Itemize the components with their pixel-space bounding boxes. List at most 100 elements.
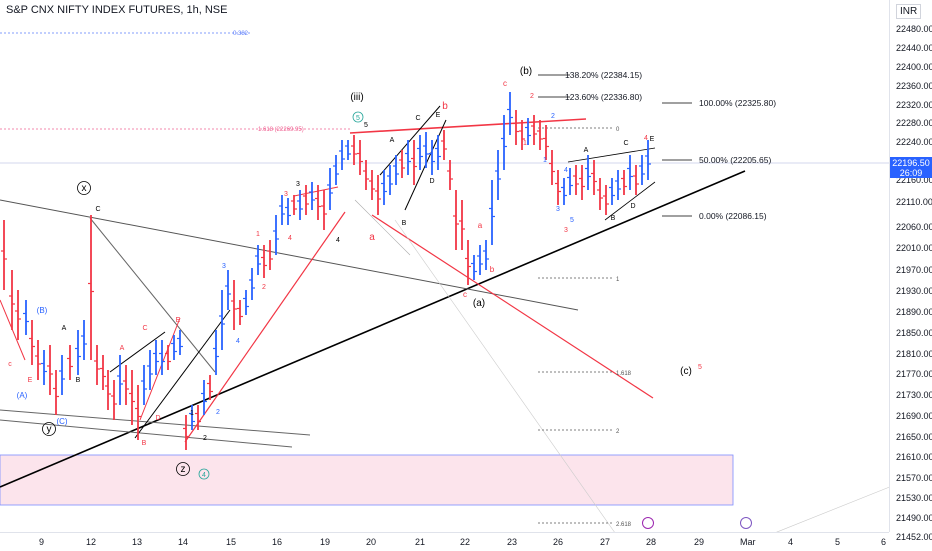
wave-label: A xyxy=(62,325,67,332)
wave-label: A xyxy=(584,147,589,154)
wave-label: (a) xyxy=(473,298,485,309)
y-tick-label: 21850.00 xyxy=(896,328,932,338)
wave-label: A xyxy=(390,137,395,144)
wave-label: B xyxy=(142,440,147,447)
y-tick-label: 22360.00 xyxy=(896,81,932,91)
wave-label: C xyxy=(415,115,420,122)
wave-label: c xyxy=(8,361,12,368)
wave-label: 4 xyxy=(288,235,292,242)
y-tick-label: 22480.00 xyxy=(896,24,932,34)
ext-label: 1 xyxy=(616,277,620,283)
x-tick-label: 27 xyxy=(600,537,611,547)
support-zone xyxy=(0,454,734,506)
wave-label: E xyxy=(436,112,441,119)
wave-label: c xyxy=(463,290,467,299)
wave-label: 5 xyxy=(364,122,368,129)
fib-label: 0.00% (22086.15) xyxy=(699,211,767,221)
y-tick-label: 21490.00 xyxy=(896,513,932,523)
wave-label: D xyxy=(630,203,635,210)
event-icon xyxy=(740,517,752,529)
x-tick-label: 20 xyxy=(366,537,377,547)
wave-label: D xyxy=(155,415,160,422)
trend-line xyxy=(0,170,746,488)
wave-circle xyxy=(176,462,190,476)
x-tick-label: 19 xyxy=(320,537,331,547)
trend-line xyxy=(567,147,656,163)
y-tick-label: 21530.00 xyxy=(896,493,932,503)
wave-label: 5 xyxy=(570,217,574,224)
grid xyxy=(0,32,889,164)
trend-line xyxy=(371,214,654,399)
chart-title: S&P CNX NIFTY INDEX FUTURES, 1h, NSE xyxy=(6,4,228,16)
y-tick-label: 22400.00 xyxy=(896,62,932,72)
green-label: 4 xyxy=(202,472,206,479)
price-axis[interactable] xyxy=(889,0,932,532)
wave-label: 4 xyxy=(564,167,568,174)
y-tick-label: 22110.00 xyxy=(896,197,932,207)
wave-label: E xyxy=(176,317,181,324)
x-tick-label: 14 xyxy=(178,537,189,547)
currency-label[interactable]: INR xyxy=(896,4,922,19)
x-tick-label: 23 xyxy=(507,537,518,547)
wave-label: C xyxy=(142,325,147,332)
trend-line xyxy=(0,409,311,436)
x-tick-label: 29 xyxy=(694,537,705,547)
y-tick-label: 22320.00 xyxy=(896,100,932,110)
fib-label: 50.00% (22205.65) xyxy=(699,155,771,165)
time-axis[interactable] xyxy=(0,532,889,551)
ext-label: 1.618 xyxy=(616,371,632,377)
fib-label: 138.20% (22384.15) xyxy=(565,70,642,80)
wave-label: x xyxy=(82,183,87,194)
trend-line xyxy=(184,211,346,443)
y-tick-label: 21970.00 xyxy=(896,265,932,275)
wave-label: 5 xyxy=(698,364,702,371)
y-tick-label: 22010.00 xyxy=(896,243,932,253)
wave-label: E xyxy=(650,136,655,143)
y-tick-label: 21730.00 xyxy=(896,390,932,400)
x-tick-label: 4 xyxy=(788,537,794,547)
x-tick-label: 28 xyxy=(646,537,657,547)
wave-label: a xyxy=(369,232,375,243)
wave-label: B xyxy=(611,215,616,222)
trend-line xyxy=(0,419,293,448)
last-price: 22196.50 xyxy=(892,158,930,168)
trend-line xyxy=(349,118,587,134)
fib-label: 100.00% (22325.80) xyxy=(699,98,776,108)
wave-label: z xyxy=(181,464,186,475)
wave-label: C xyxy=(623,140,628,147)
y-tick-label: 22440.00 xyxy=(896,43,932,53)
wave-label: 4 xyxy=(336,237,340,244)
wave-label: a xyxy=(478,221,483,230)
y-tick-label: 21930.00 xyxy=(896,286,932,296)
zones xyxy=(0,454,734,506)
wave-label: y xyxy=(47,424,52,435)
wave-label: 1 xyxy=(523,140,527,147)
wave-label: D xyxy=(429,178,434,185)
wave-label: (C) xyxy=(56,417,67,426)
trend-line xyxy=(394,219,621,541)
y-tick-label: 22060.00 xyxy=(896,222,932,232)
trend-line xyxy=(604,181,656,221)
y-tick-label: 21890.00 xyxy=(896,307,932,317)
y-tick-label: 21810.00 xyxy=(896,349,932,359)
wave-label: E xyxy=(28,377,33,384)
x-tick-label: 26 xyxy=(553,537,564,547)
wave-label: 1 xyxy=(190,410,194,417)
ext-label: 0 xyxy=(616,127,620,133)
wave-label: 3 xyxy=(564,227,568,234)
event-icon xyxy=(642,517,654,529)
x-tick-label: 21 xyxy=(415,537,426,547)
x-tick-label: 12 xyxy=(86,537,97,547)
wave-label: (A) xyxy=(17,391,28,400)
x-tick-label: 5 xyxy=(835,537,841,547)
wave-label: (B) xyxy=(37,306,48,315)
x-tick-label: 13 xyxy=(132,537,143,547)
wave-label: 2 xyxy=(262,284,266,291)
green-label: 5 xyxy=(356,115,360,122)
wave-label: 1 xyxy=(543,157,547,164)
candles xyxy=(1,92,651,450)
ext-label: 2 xyxy=(616,429,620,435)
wave-label: (iii) xyxy=(350,92,363,103)
wave-label: 1 xyxy=(256,231,260,238)
